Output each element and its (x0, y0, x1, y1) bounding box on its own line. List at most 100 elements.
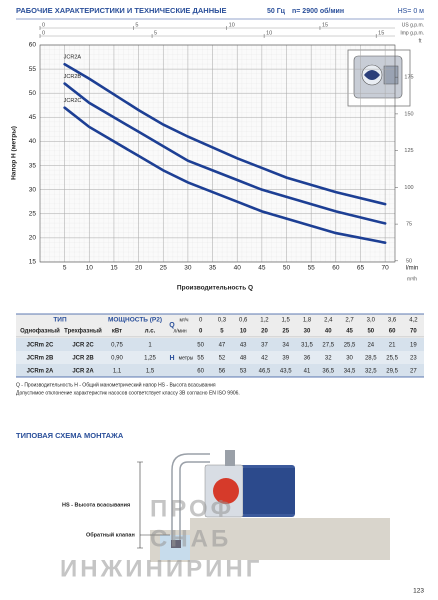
table-cell: JCR 2C (72, 343, 94, 349)
table-cell: 48 (240, 356, 247, 362)
table-cell: 1,1 (113, 369, 122, 375)
table-head: л/мин (173, 328, 187, 334)
top-axis-label: 5 (154, 30, 157, 36)
plot-frame (39, 44, 396, 263)
table-head: H (169, 355, 174, 362)
table-cell: 36 (304, 356, 311, 362)
minor-grid (40, 45, 395, 262)
table-head: кВт (112, 329, 122, 335)
table-cell: 2,7 (345, 318, 354, 324)
table-cell: 27,5 (322, 343, 334, 349)
header-title: РАБОЧИЕ ХАРАКТЕРИСТИКИ И ТЕХНИЧЕСКИЕ ДАН… (16, 6, 226, 15)
table-cell: 32 (325, 356, 332, 362)
table-cell: 45 (346, 329, 353, 335)
y-tick-label: 60 (29, 42, 37, 49)
table-head: Q (169, 322, 175, 329)
y2-unit: ft (418, 38, 422, 44)
y2-tick-label: 175 (404, 75, 413, 81)
table-cell: 43,5 (280, 369, 292, 375)
table-cell: 19 (410, 343, 417, 349)
top-axis-label: 15 (378, 30, 384, 36)
curve (63, 82, 387, 225)
table-cell: 30 (346, 356, 353, 362)
y-axis-title: Напор H (метры) (11, 126, 18, 180)
table-cell: 25 (282, 329, 289, 335)
curve (63, 62, 387, 206)
table-cell: 36,5 (322, 369, 334, 375)
table-cell: 0,90 (111, 356, 123, 362)
table-cell: 43 (240, 343, 247, 349)
x-tick-label: 25 (160, 265, 168, 272)
table-cell: 1,5 (282, 318, 291, 324)
table-cell: 34 (282, 343, 289, 349)
y2-tick-label: 125 (404, 148, 413, 154)
x-tick-label: 60 (332, 265, 340, 272)
x-tick-label: 50 (283, 265, 291, 272)
table-row-bg (16, 351, 424, 364)
y-tick-label: 30 (29, 186, 37, 193)
watermark: ИНЖИНИРИНГ (60, 555, 262, 582)
table-cell: 46,5 (259, 369, 271, 375)
table-cell: 53 (240, 369, 247, 375)
table-cell: 29,5 (386, 369, 398, 375)
top-axis-label: 5 (135, 22, 138, 28)
table-head: ТИП (53, 317, 67, 324)
table-row-bg (16, 338, 424, 351)
table-cell: 41 (304, 369, 311, 375)
table-cell: JCR 2B (72, 356, 94, 362)
x-tick-label: 5 (63, 265, 67, 272)
table-cell: 3,0 (367, 318, 376, 324)
table-cell: 30 (304, 329, 311, 335)
table-cell: 60 (197, 369, 204, 375)
y-tick-label: 20 (29, 235, 37, 242)
y-tick-label: 45 (29, 114, 37, 121)
table-cell: 0 (199, 318, 203, 324)
table-cell: JCRm 2B (27, 356, 54, 362)
diagram-label: HS - Высота всасывания (62, 502, 130, 508)
table-cell: 20 (261, 329, 268, 335)
curve-label: JCR2A (64, 55, 82, 61)
table-head-bg (16, 314, 424, 337)
curve (63, 106, 387, 245)
x-tick-label: 30 (184, 265, 192, 272)
table-cell: 55 (197, 356, 204, 362)
table-cell: 50 (367, 329, 374, 335)
table-cell: 40 (325, 329, 332, 335)
pump-inset (347, 49, 411, 107)
table-cell: 25,5 (386, 356, 398, 362)
curve-label: JCR2C (64, 98, 82, 104)
table-cell: 34,5 (344, 369, 356, 375)
watermark: ПРОФ (150, 495, 234, 522)
table-cell: 1,25 (144, 356, 156, 362)
top-axis-unit: Imp g.p.m. (400, 30, 424, 36)
x-tick-label: 65 (357, 265, 365, 272)
install-diagram (137, 450, 390, 562)
table-cell: 37 (261, 343, 268, 349)
x-tick-label: 40 (234, 265, 242, 272)
y-tick-label: 40 (29, 138, 37, 145)
y-tick-label: 55 (29, 66, 37, 73)
table-cell: 0,75 (111, 343, 123, 349)
top-axis-label: 10 (229, 22, 235, 28)
y2-tick-label: 50 (406, 258, 412, 264)
table-cell: 39 (282, 356, 289, 362)
x-tick-label: 45 (258, 265, 266, 272)
y2-tick-label: 100 (404, 185, 413, 191)
table-cell: 24 (367, 343, 374, 349)
table-cell: 1 (148, 343, 152, 349)
table-head: метры (179, 355, 194, 361)
table-head: МОЩНОСТЬ (P2) (108, 317, 162, 324)
x-tick-label: 70 (382, 265, 390, 272)
table-cell: 23 (410, 356, 417, 362)
x-tick-label: 55 (308, 265, 316, 272)
table-cell: 1,2 (260, 318, 269, 324)
top-axis-label: 10 (266, 30, 272, 36)
table-cell: 27 (410, 369, 417, 375)
table-cell: 70 (410, 329, 417, 335)
table-row-bg (16, 364, 424, 377)
table-head: л.с. (145, 329, 156, 335)
table-cell: 50 (197, 343, 204, 349)
x-tick-label: 20 (135, 265, 143, 272)
table-cell: 10 (240, 329, 247, 335)
